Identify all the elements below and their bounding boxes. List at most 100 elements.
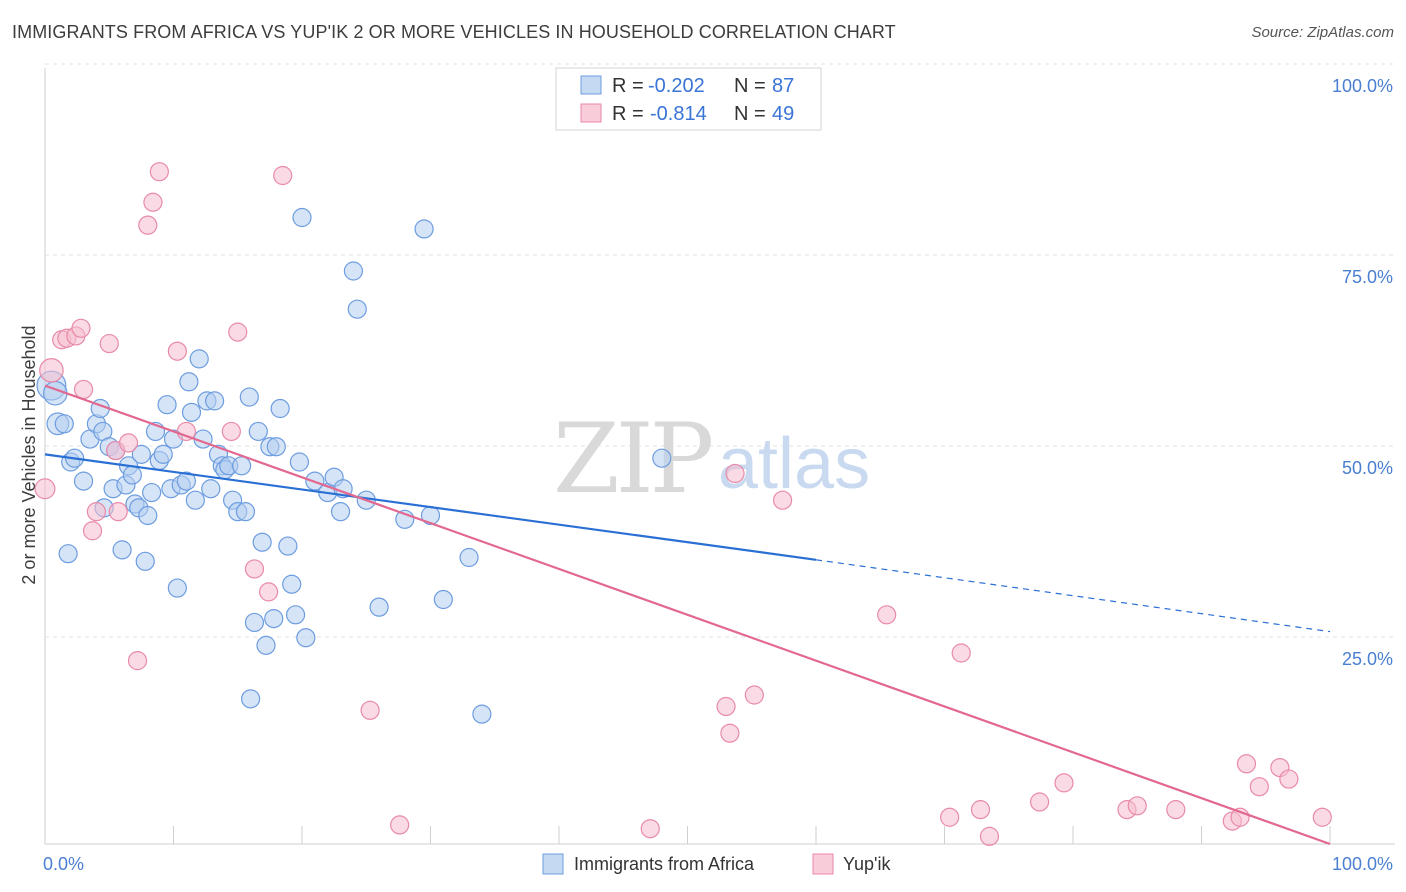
data-point: [167, 578, 187, 598]
data-point: [1312, 807, 1332, 827]
data-point: [185, 490, 205, 510]
data-point: [369, 597, 389, 617]
data-point: [360, 700, 380, 720]
legend-n-value-2: 49: [772, 103, 794, 125]
data-point: [149, 162, 169, 182]
legend-n-label-1: N =: [734, 75, 766, 97]
data-point: [244, 559, 265, 579]
data-point: [118, 433, 139, 453]
chart-title: IMMIGRANTS FROM AFRICA VS YUP'IK 2 OR MO…: [12, 22, 896, 42]
trend-line-pink: [44, 384, 1331, 846]
data-point: [264, 609, 284, 629]
data-point: [292, 207, 312, 228]
watermark: ZIP atlas: [553, 403, 870, 515]
x-tick-label-min: 0.0%: [43, 854, 84, 874]
legend-r-label-2: R =: [612, 103, 644, 125]
y-tick-labels: 25.0% 50.0% 75.0% 100.0%: [1332, 76, 1393, 669]
data-point: [189, 349, 209, 369]
data-point: [99, 333, 119, 354]
stats-legend: R = -0.202 N = 87 R = -0.814 N = 49: [555, 67, 822, 131]
trend-lines: [44, 384, 1331, 846]
data-point: [258, 582, 279, 602]
axes: [44, 68, 1395, 845]
data-point: [266, 437, 286, 457]
watermark-atlas: atlas: [718, 424, 870, 504]
y-tick-label-25: 25.0%: [1342, 649, 1393, 669]
data-point: [343, 261, 363, 281]
source-credit: Source: ZipAtlas.com: [1251, 24, 1394, 41]
data-point: [54, 414, 74, 434]
data-point: [176, 471, 196, 491]
series-1-points: [34, 162, 1332, 846]
x-tick-label-max: 100.0%: [1332, 854, 1393, 874]
data-point: [951, 643, 971, 663]
legend-n-value-1: 87: [772, 75, 794, 97]
data-point: [58, 544, 78, 564]
data-point: [143, 192, 163, 212]
data-point: [179, 372, 199, 392]
watermark-zip: ZIP: [553, 403, 712, 515]
data-point: [71, 318, 91, 338]
y-tick-label-75: 75.0%: [1342, 267, 1393, 287]
data-point: [248, 421, 268, 442]
data-point: [256, 635, 276, 655]
legend-r-value-1: -0.202: [648, 75, 705, 97]
data-point: [122, 465, 142, 485]
data-point: [1279, 769, 1299, 789]
data-point: [138, 505, 158, 526]
legend-n-label-2: N =: [734, 103, 766, 125]
data-point: [34, 478, 56, 500]
data-point: [108, 502, 128, 522]
legend-r-value-2: -0.814: [650, 103, 707, 125]
data-point: [285, 605, 306, 625]
data-point: [1236, 754, 1257, 774]
data-point: [1166, 800, 1186, 820]
data-point: [1127, 796, 1147, 816]
data-point: [716, 696, 736, 717]
y-tick-label-100: 100.0%: [1332, 76, 1393, 96]
x-tick-labels: 0.0% 100.0%: [43, 854, 1393, 874]
data-point: [720, 723, 740, 743]
data-point: [244, 612, 265, 633]
y-axis-label: 2 or more Vehicles in Household: [19, 325, 39, 584]
data-point: [221, 421, 241, 442]
data-point: [142, 482, 162, 503]
data-point: [167, 341, 187, 361]
data-point: [176, 421, 196, 442]
data-point: [330, 502, 351, 522]
data-point: [73, 379, 94, 400]
data-point: [459, 547, 479, 568]
data-point: [252, 532, 272, 552]
data-point: [940, 807, 960, 827]
series-legend: Immigrants from Africa Yup'ik: [542, 853, 891, 875]
data-point: [131, 444, 151, 464]
bottom-legend-swatch-blue: [542, 853, 564, 875]
data-point: [112, 540, 132, 560]
data-point: [433, 589, 453, 610]
data-point: [640, 819, 660, 839]
data-point: [1249, 777, 1269, 797]
data-point: [278, 536, 298, 556]
data-point: [138, 215, 158, 235]
bottom-legend-label-blue: Immigrants from Africa: [574, 854, 755, 874]
data-point: [877, 605, 897, 625]
data-point: [157, 395, 177, 415]
data-point: [201, 479, 221, 499]
legend-swatch-blue: [580, 75, 602, 95]
legend-r-label-1: R =: [612, 75, 644, 97]
data-point: [73, 471, 94, 491]
data-point: [228, 322, 248, 342]
grid-lines: [45, 63, 1395, 638]
data-point: [239, 387, 259, 407]
y-tick-label-50: 50.0%: [1342, 458, 1393, 478]
data-point: [970, 800, 991, 820]
data-point: [1029, 792, 1050, 812]
data-point: [725, 463, 745, 484]
data-point: [232, 456, 252, 476]
data-point: [273, 165, 293, 186]
data-point: [181, 402, 202, 422]
data-point: [39, 358, 64, 383]
data-point: [390, 815, 410, 835]
data-point: [652, 448, 672, 468]
